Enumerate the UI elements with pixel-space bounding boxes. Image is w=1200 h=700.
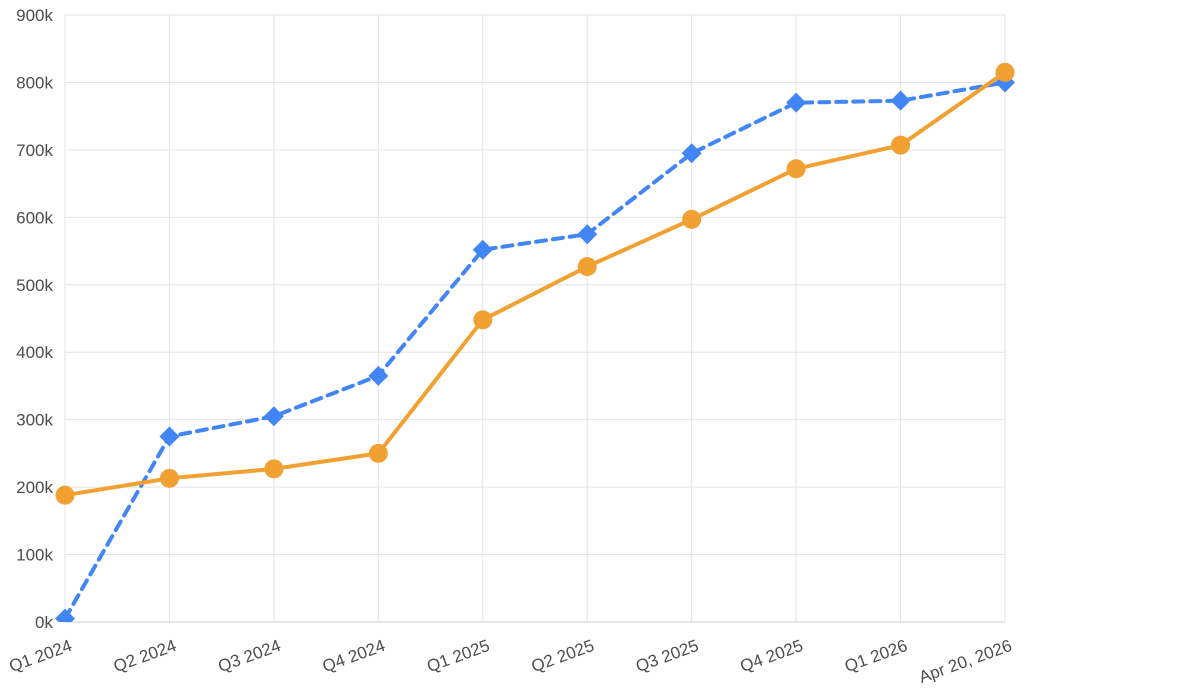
y-tick-label: 400k bbox=[16, 343, 53, 362]
x-tick-label: Apr 20, 2026 bbox=[916, 636, 1014, 687]
x-tick-label: Q3 2024 bbox=[215, 636, 283, 676]
x-tick-label: Q1 2025 bbox=[424, 636, 492, 676]
marker-circle-icon bbox=[368, 443, 388, 463]
marker-circle-icon bbox=[995, 62, 1015, 82]
x-tick-label: Q4 2024 bbox=[320, 636, 388, 676]
marker-diamond-icon bbox=[890, 90, 911, 111]
series-line bbox=[63, 70, 1007, 498]
series-line bbox=[63, 80, 1007, 621]
x-tick-label: Q2 2024 bbox=[111, 636, 179, 676]
series-blue-dashed-series bbox=[55, 72, 1015, 622]
marker-diamond-icon bbox=[472, 239, 493, 260]
marker-circle-icon bbox=[577, 257, 597, 277]
marker-diamond-icon bbox=[263, 406, 284, 427]
marker-diamond-icon bbox=[368, 365, 389, 386]
gridlines bbox=[64, 14, 1006, 623]
marker-circle-icon bbox=[682, 209, 702, 229]
y-tick-label: 800k bbox=[16, 73, 53, 92]
marker-diamond-icon bbox=[577, 224, 598, 245]
y-tick-label: 0k bbox=[35, 613, 53, 632]
marker-circle-icon bbox=[264, 459, 284, 479]
y-tick-label: 300k bbox=[16, 411, 53, 430]
marker-circle-icon bbox=[891, 135, 911, 155]
x-tick-label: Q4 2025 bbox=[738, 636, 806, 676]
series-orange-solid-series bbox=[55, 62, 1015, 505]
x-axis-labels: Q1 2024 Q2 2024 Q3 2024 Q4 2024 Q1 2025 Q2 20… bbox=[7, 636, 1015, 687]
marker-diamond-icon bbox=[786, 92, 807, 113]
marker-circle-icon bbox=[159, 468, 179, 488]
marker-diamond-icon bbox=[681, 143, 702, 164]
x-tick-label: Q2 2025 bbox=[529, 636, 597, 676]
x-tick-label: Q1 2026 bbox=[842, 636, 910, 676]
marker-circle-icon bbox=[786, 159, 806, 179]
marker-diamond-icon bbox=[159, 426, 180, 447]
x-tick-label: Q1 2024 bbox=[7, 636, 75, 676]
y-tick-label: 500k bbox=[16, 276, 53, 295]
y-tick-label: 900k bbox=[16, 6, 53, 25]
marker-circle-icon bbox=[473, 310, 493, 330]
y-tick-label: 600k bbox=[16, 208, 53, 227]
marker-circle-icon bbox=[55, 485, 75, 505]
y-tick-label: 200k bbox=[16, 478, 53, 497]
marker-diamond-icon bbox=[55, 608, 75, 622]
y-tick-label: 100k bbox=[16, 546, 53, 565]
y-axis-labels: 0k 100k 200k 300k 400k 500k 600k 700k 800k 900k bbox=[16, 6, 53, 632]
x-tick-label: Q3 2025 bbox=[633, 636, 701, 676]
y-tick-label: 700k bbox=[16, 141, 53, 160]
